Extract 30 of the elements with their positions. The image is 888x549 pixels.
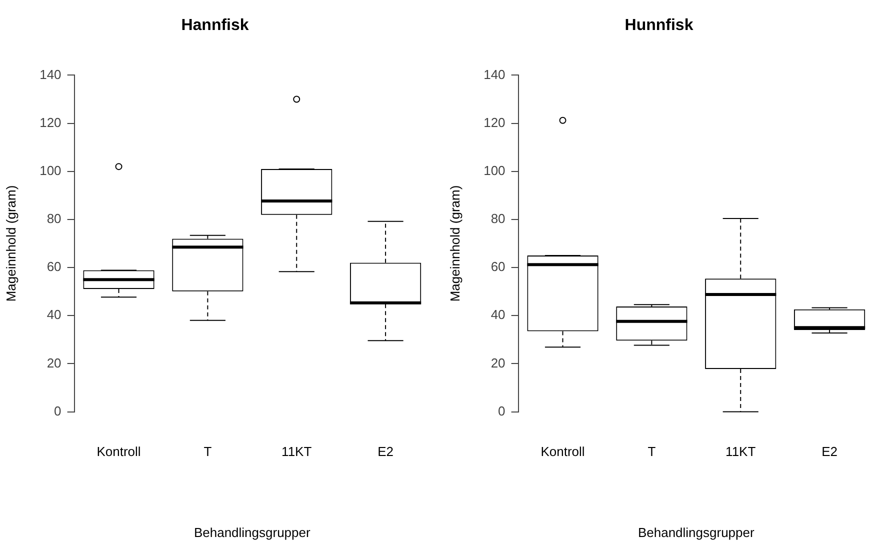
- x-tick-label: E2: [822, 444, 838, 460]
- x-tick-label: T: [648, 444, 656, 460]
- y-tick-label: 80: [490, 211, 506, 226]
- y-tick-label: 0: [54, 403, 62, 418]
- x-axis-title: Behandlingsgrupper: [194, 524, 311, 540]
- y-tick-label: 60: [490, 259, 506, 274]
- y-tick-label: 120: [40, 114, 62, 130]
- x-tick-label: 11KT: [282, 444, 312, 460]
- y-tick-label: 20: [490, 355, 506, 370]
- y-tick-label: 40: [46, 307, 62, 322]
- y-tick-label: 0: [498, 403, 506, 418]
- y-tick-label: 100: [484, 162, 506, 178]
- y-tick-label: 140: [484, 66, 506, 82]
- x-tick-label: Kontroll: [96, 444, 141, 460]
- y-tick-label: 140: [40, 66, 62, 82]
- y-tick-label: 20: [46, 355, 62, 370]
- y-tick-label: 60: [46, 259, 62, 274]
- x-tick-label: Kontroll: [540, 444, 585, 460]
- x-tick-label: T: [204, 444, 212, 460]
- y-tick-label: 80: [46, 211, 62, 226]
- y-tick-label: 120: [484, 114, 506, 130]
- chart-title: Hunnfisk: [624, 17, 694, 34]
- x-tick-label: E2: [378, 444, 394, 460]
- y-tick-label: 100: [40, 162, 62, 178]
- x-axis-title: Behandlingsgrupper: [638, 524, 755, 540]
- chart-title: Hannfisk: [181, 17, 249, 34]
- y-axis-title: Mageinnhold (gram): [447, 185, 462, 302]
- y-axis-title: Mageinnhold (gram): [3, 185, 18, 302]
- y-tick-label: 40: [490, 307, 506, 322]
- x-tick-label: 11KT: [726, 444, 756, 460]
